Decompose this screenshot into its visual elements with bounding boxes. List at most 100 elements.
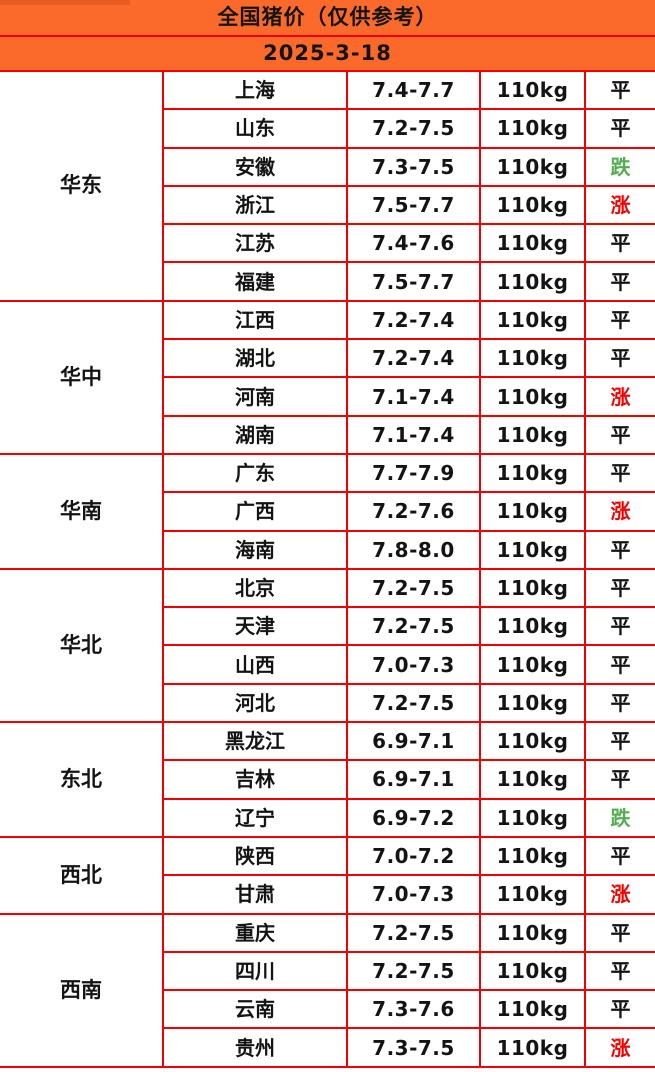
weight-cell: 110kg: [479, 721, 586, 762]
table-row: 华北 北京 7.2-7.5 110kg 平: [0, 567, 655, 724]
price-range-cell: 7.2-7.5: [346, 682, 481, 724]
title-bar: 全国猪价（仅供参考）: [0, 0, 655, 37]
trend-status-cell: 平: [584, 835, 655, 877]
price-range-cell: 7.4-7.6: [346, 223, 481, 264]
trend-status-cell: 涨: [584, 874, 655, 915]
weight-cell: 110kg: [479, 835, 586, 877]
trend-status-cell: 涨: [584, 184, 655, 226]
province-cell: 广西: [163, 491, 348, 532]
table-row: 华南 广东 7.7-7.9 110kg 平: [0, 452, 655, 570]
trend-status-cell: 平: [584, 721, 655, 762]
weight-cell: 110kg: [479, 146, 586, 187]
date-bar: 2025-3-18: [0, 35, 655, 72]
table-row: 湖南 7.1-7.4 110kg 平: [0, 414, 655, 455]
weight-cell: 110kg: [479, 376, 586, 417]
province-cell: 河北: [163, 682, 348, 724]
weight-cell: 110kg: [479, 606, 586, 647]
price-range-cell: 7.2-7.6: [346, 491, 481, 532]
weight-cell: 110kg: [479, 452, 586, 494]
weight-cell: 110kg: [479, 223, 586, 264]
weight-cell: 110kg: [479, 797, 586, 838]
table-row: 天津 7.2-7.5 110kg 平: [0, 606, 655, 647]
province-cell: 四川: [163, 950, 348, 992]
province-cell: 湖南: [163, 414, 348, 455]
province-cell: 天津: [163, 606, 348, 647]
weight-cell: 110kg: [479, 184, 586, 226]
province-cell: 重庆: [162, 912, 348, 953]
weight-cell: 110kg: [479, 69, 586, 111]
table-row: 西南 重庆 7.2-7.5 110kg 平: [0, 912, 655, 1069]
price-range-cell: 7.0-7.3: [346, 874, 481, 915]
trend-status-cell: 平: [584, 912, 655, 953]
weight-cell: 110kg: [479, 529, 586, 570]
table-row: 山东 7.2-7.5 110kg 平: [0, 108, 655, 149]
trend-status-cell: 涨: [584, 491, 655, 532]
province-cell: 广东: [162, 452, 348, 494]
province-cell: 山东: [163, 108, 348, 149]
table-row: 华东 上海 7.4-7.7 110kg 平: [0, 69, 655, 302]
price-range-cell: 7.8-8.0: [346, 529, 481, 570]
weight-cell: 110kg: [479, 261, 586, 302]
province-cell: 福建: [163, 261, 348, 302]
price-range-cell: 7.5-7.7: [346, 184, 481, 226]
price-range-cell: 7.4-7.7: [346, 69, 481, 111]
trend-status-cell: 平: [584, 69, 655, 111]
trend-status-cell: 涨: [584, 1027, 655, 1068]
province-cell: 甘肃: [163, 874, 348, 915]
trend-status-cell: 跌: [584, 797, 655, 838]
weight-cell: 110kg: [479, 912, 586, 953]
province-cell: 云南: [163, 989, 348, 1030]
province-cell: 黑龙江: [162, 721, 348, 762]
trend-status-cell: 平: [584, 606, 655, 647]
price-range-cell: 7.2-7.5: [346, 108, 481, 149]
province-cell: 河南: [163, 376, 348, 417]
price-range-cell: 7.3-7.6: [346, 989, 481, 1030]
table-row: 辽宁 6.9-7.2 110kg 跌: [0, 797, 655, 838]
price-range-cell: 7.0-7.3: [346, 644, 481, 685]
weight-cell: 110kg: [479, 950, 586, 992]
province-cell: 浙江: [163, 184, 348, 226]
region-cell: 西南: [0, 912, 164, 1069]
weight-cell: 110kg: [479, 299, 586, 341]
weight-cell: 110kg: [479, 491, 586, 532]
table-row: 华中 江西 7.2-7.4 110kg 平: [0, 299, 655, 455]
trend-status-cell: 平: [584, 299, 655, 341]
province-cell: 江苏: [163, 223, 348, 264]
table-row: 河南 7.1-7.4 110kg 涨: [0, 376, 655, 417]
table-row: 浙江 7.5-7.7 110kg 涨: [0, 184, 655, 226]
weight-cell: 110kg: [479, 682, 586, 724]
trend-status-cell: 平: [584, 223, 655, 264]
table-row: 贵州 7.3-7.5 110kg 涨: [0, 1027, 655, 1068]
region-cell: 东北: [0, 721, 164, 838]
province-cell: 山西: [163, 644, 348, 685]
province-cell: 上海: [162, 69, 348, 111]
price-range-cell: 7.2-7.5: [346, 950, 481, 992]
date-label: 2025-3-18: [0, 35, 655, 72]
table-row: 安徽 7.3-7.5 110kg 跌: [0, 146, 655, 187]
trend-status-cell: 跌: [584, 146, 655, 187]
trend-status-cell: 平: [584, 644, 655, 685]
province-cell: 江西: [162, 299, 348, 341]
region-cell: 华中: [0, 299, 164, 455]
top-left-shade: [0, 0, 130, 5]
price-range-cell: 7.3-7.5: [346, 146, 481, 187]
trend-status-cell: 平: [584, 452, 655, 494]
price-range-cell: 7.2-7.4: [346, 338, 481, 379]
province-cell: 吉林: [163, 759, 348, 800]
province-cell: 陕西: [162, 835, 348, 877]
price-range-cell: 7.2-7.5: [346, 567, 481, 609]
price-range-cell: 7.3-7.5: [346, 1027, 481, 1068]
table-row: 海南 7.8-8.0 110kg 平: [0, 529, 655, 570]
trend-status-cell: 平: [584, 414, 655, 455]
table-row: 山西 7.0-7.3 110kg 平: [0, 644, 655, 685]
province-cell: 安徽: [163, 146, 348, 187]
province-cell: 辽宁: [163, 797, 348, 838]
page-title: 全国猪价（仅供参考）: [0, 0, 655, 37]
province-cell: 贵州: [163, 1027, 348, 1068]
region-cell: 华南: [0, 452, 164, 570]
table-row: 西北 陕西 7.0-7.2 110kg 平: [0, 835, 655, 915]
table-row: 河北 7.2-7.5 110kg 平: [0, 682, 655, 724]
trend-status-cell: 平: [584, 682, 655, 724]
